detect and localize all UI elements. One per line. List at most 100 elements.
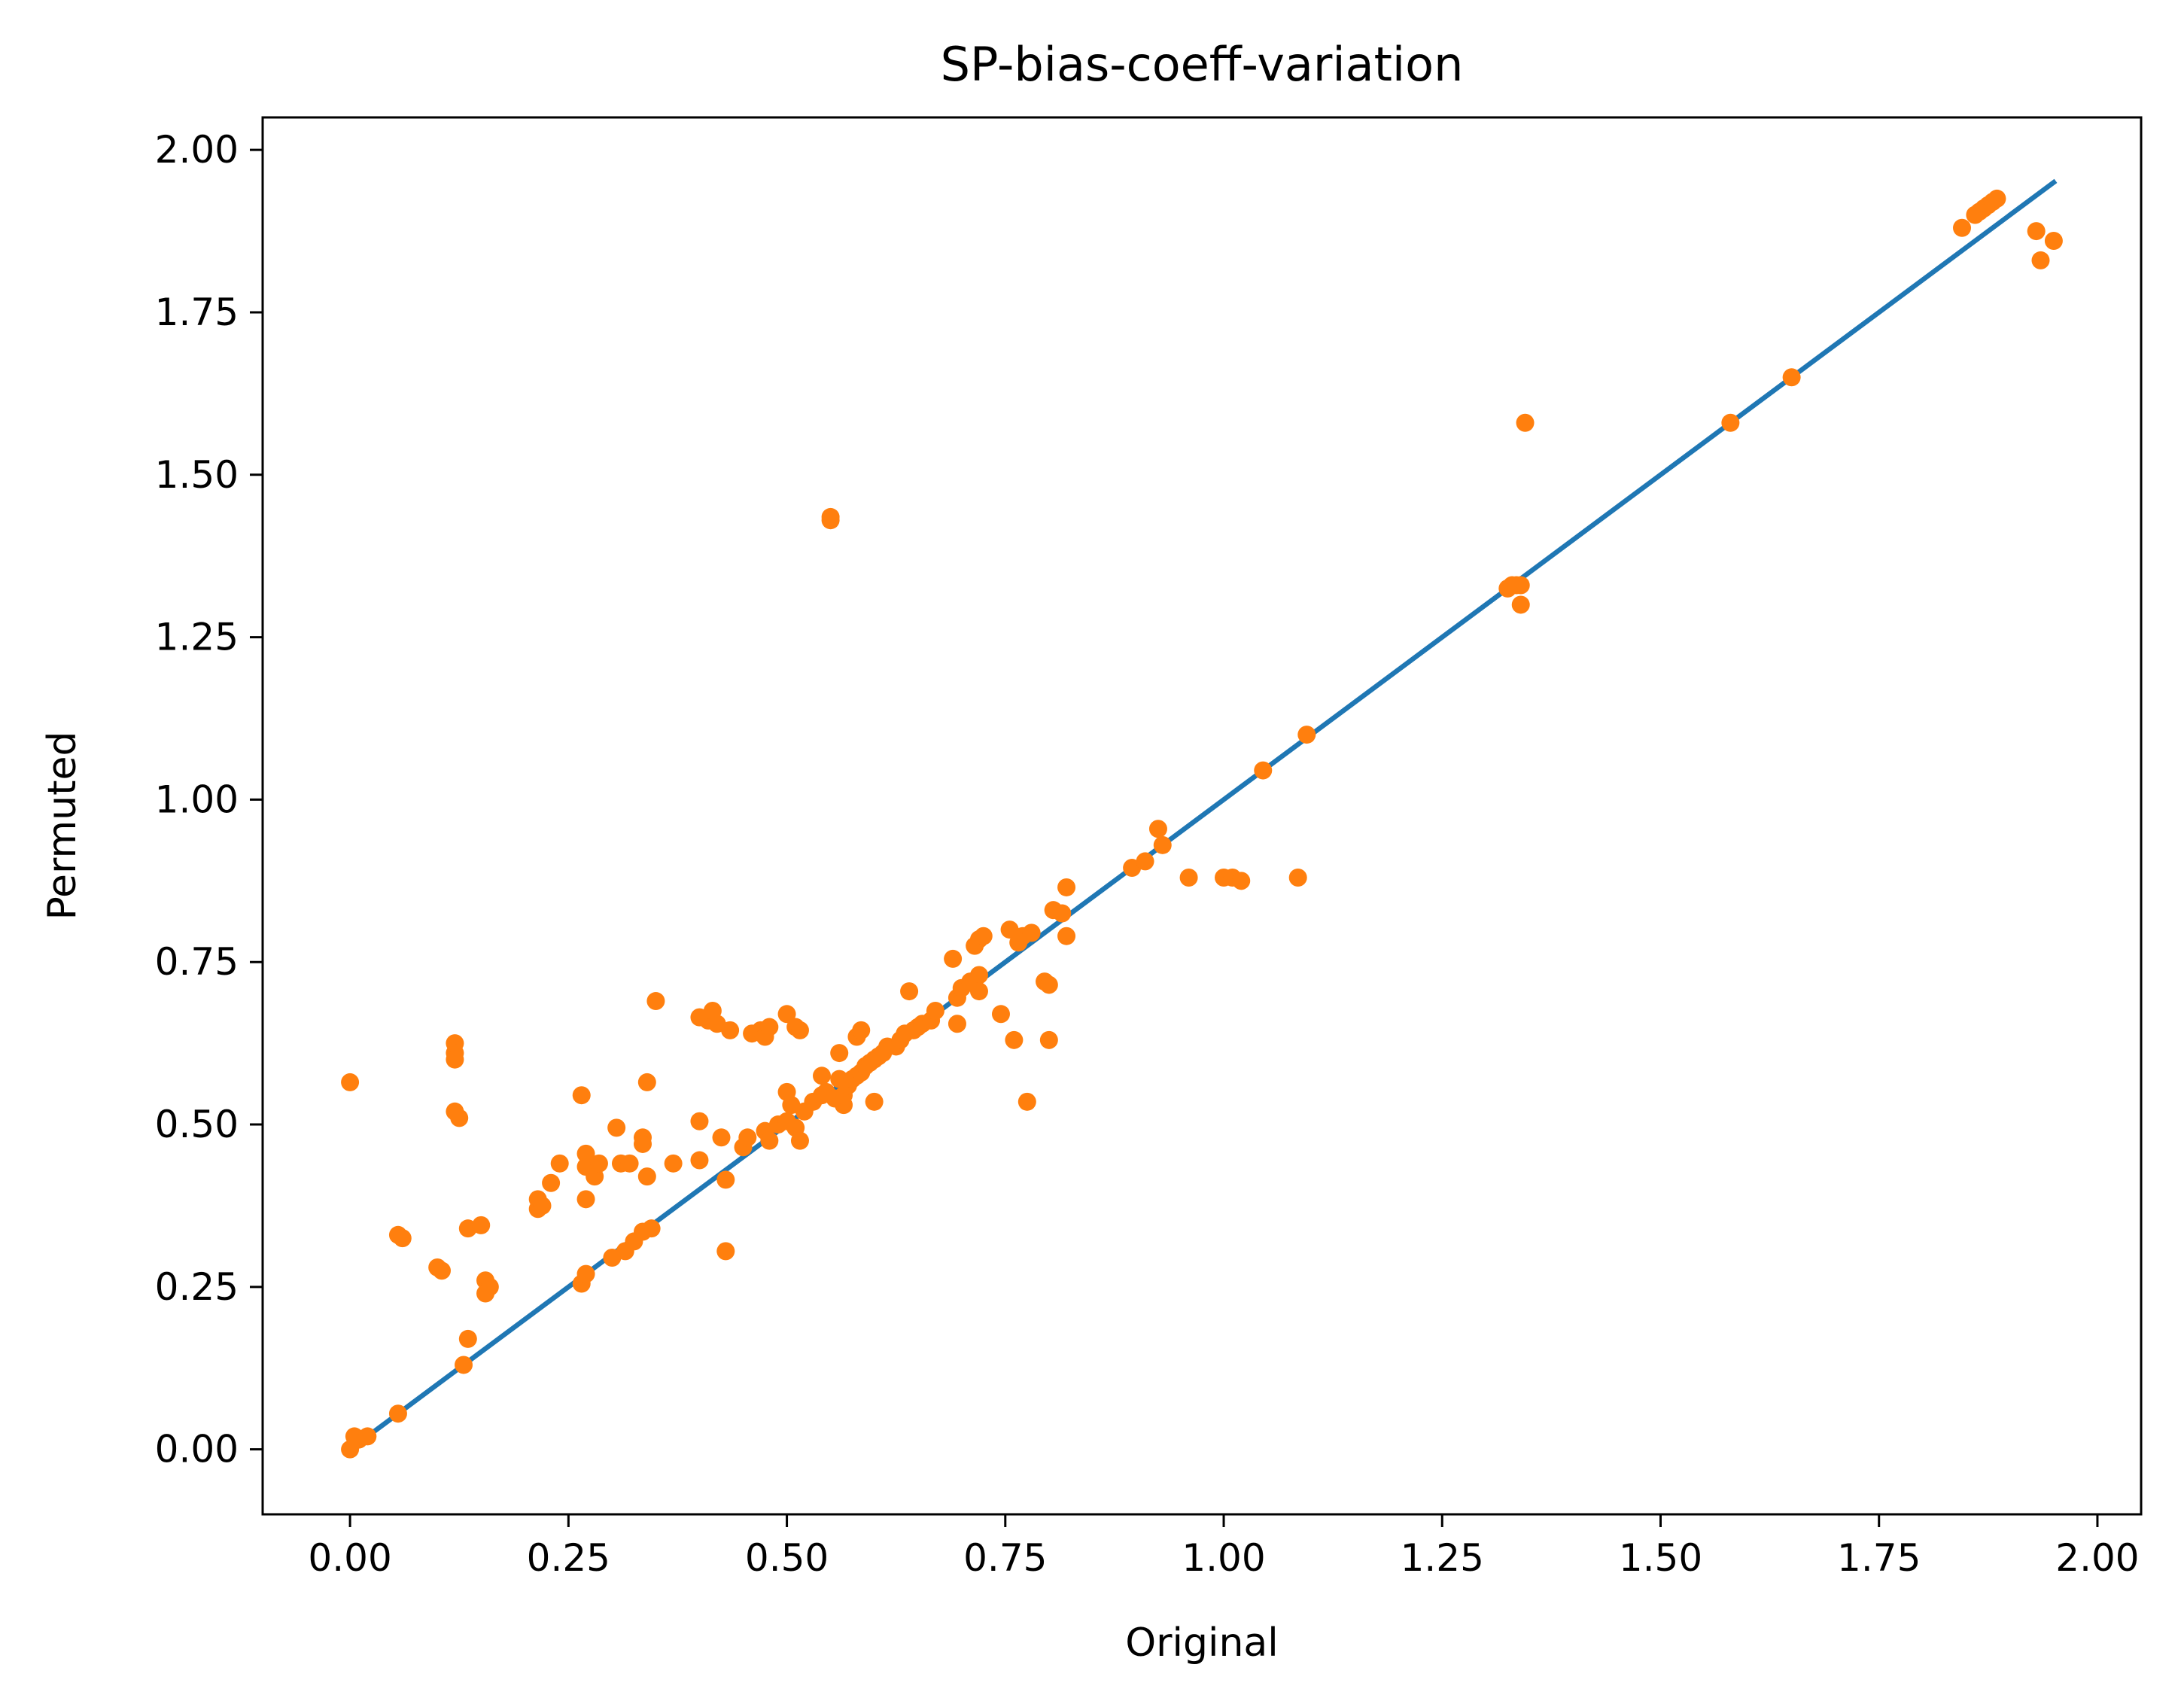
data-point bbox=[690, 1112, 709, 1130]
data-point bbox=[450, 1109, 469, 1127]
data-point bbox=[738, 1128, 757, 1147]
data-point bbox=[974, 927, 993, 945]
data-point bbox=[480, 1277, 499, 1296]
data-point bbox=[576, 1264, 595, 1283]
data-point bbox=[455, 1356, 473, 1374]
data-point bbox=[1039, 975, 1058, 994]
data-point bbox=[576, 1144, 595, 1163]
x-tick-label: 2.00 bbox=[2055, 1536, 2139, 1580]
data-point bbox=[1022, 924, 1041, 942]
data-point bbox=[2031, 251, 2050, 269]
data-point bbox=[1782, 368, 1801, 387]
data-point bbox=[1721, 413, 1740, 432]
y-axis-label: Permuted bbox=[40, 732, 85, 920]
x-tick-label: 0.50 bbox=[745, 1536, 829, 1580]
y-tick-label: 0.25 bbox=[155, 1265, 239, 1309]
axes-frame bbox=[261, 116, 2143, 1516]
data-point bbox=[634, 1134, 652, 1153]
data-point bbox=[1516, 413, 1535, 432]
data-point bbox=[432, 1261, 451, 1280]
data-point bbox=[969, 982, 988, 1001]
x-tick-label: 1.50 bbox=[1619, 1536, 1702, 1580]
chart-title: SP-bias-coeff-variation bbox=[941, 37, 1464, 92]
data-point bbox=[830, 1044, 849, 1063]
data-point bbox=[341, 1073, 360, 1091]
data-point bbox=[790, 1021, 809, 1039]
x-tick-label: 1.75 bbox=[1837, 1536, 1921, 1580]
data-point bbox=[589, 1154, 608, 1173]
data-point bbox=[542, 1173, 561, 1192]
data-point bbox=[1511, 595, 1530, 614]
data-point bbox=[1057, 878, 1076, 896]
y-tick-label: 1.50 bbox=[155, 453, 239, 497]
data-point bbox=[388, 1404, 407, 1423]
data-point bbox=[812, 1067, 831, 1085]
y-tick-label: 1.25 bbox=[155, 616, 239, 659]
data-point bbox=[642, 1219, 661, 1238]
data-point bbox=[2044, 232, 2063, 251]
x-tick-label: 0.25 bbox=[527, 1536, 610, 1580]
data-point bbox=[926, 1001, 944, 1020]
data-point bbox=[900, 982, 919, 1001]
data-point bbox=[948, 1015, 966, 1033]
data-point bbox=[620, 1154, 639, 1173]
data-point bbox=[2027, 222, 2046, 241]
data-point bbox=[393, 1229, 412, 1248]
data-point bbox=[1005, 1030, 1024, 1049]
data-point bbox=[607, 1118, 626, 1137]
data-point bbox=[1153, 835, 1172, 854]
data-point bbox=[576, 1190, 595, 1209]
data-point bbox=[760, 1131, 779, 1150]
data-point bbox=[716, 1242, 735, 1261]
data-point bbox=[1179, 869, 1198, 887]
data-point bbox=[646, 992, 665, 1011]
data-point bbox=[1053, 904, 1072, 923]
data-point bbox=[1254, 761, 1273, 780]
data-point bbox=[777, 1005, 796, 1024]
data-point bbox=[852, 1021, 871, 1039]
data-point bbox=[760, 1018, 779, 1036]
data-point bbox=[1039, 1030, 1058, 1049]
data-point bbox=[1988, 189, 2006, 208]
y-tick-label: 2.00 bbox=[155, 128, 239, 172]
x-tick-label: 0.00 bbox=[308, 1536, 391, 1580]
data-point bbox=[358, 1427, 377, 1446]
data-point bbox=[1017, 1092, 1036, 1111]
data-point bbox=[533, 1196, 552, 1215]
x-axis-label: Original bbox=[1125, 1620, 1278, 1666]
data-point bbox=[1136, 852, 1154, 871]
data-point bbox=[716, 1170, 735, 1189]
data-point bbox=[458, 1329, 477, 1348]
data-point bbox=[1148, 820, 1167, 838]
data-point bbox=[1297, 726, 1316, 744]
data-point bbox=[944, 949, 963, 968]
data-point bbox=[637, 1073, 656, 1091]
x-tick-label: 1.25 bbox=[1401, 1536, 1484, 1580]
y-tick-label: 1.75 bbox=[155, 291, 239, 334]
data-point bbox=[446, 1050, 464, 1069]
x-tick-label: 0.75 bbox=[963, 1536, 1047, 1580]
data-point bbox=[690, 1151, 709, 1170]
data-point bbox=[721, 1021, 740, 1039]
data-point bbox=[969, 966, 988, 984]
data-point bbox=[472, 1216, 491, 1234]
plot-area: 0.00 0.25 0.50 0.75 1.00 1.25 1.50 1.75 2.00 0.00… bbox=[155, 116, 2143, 1580]
data-point bbox=[572, 1086, 591, 1105]
y-tick-label: 0.50 bbox=[155, 1103, 239, 1146]
data-point bbox=[790, 1131, 809, 1150]
data-point bbox=[1232, 872, 1251, 890]
y-tick-label: 1.00 bbox=[155, 777, 239, 821]
data-point bbox=[1953, 218, 1972, 237]
data-point bbox=[712, 1128, 731, 1147]
data-point bbox=[865, 1092, 884, 1111]
y-tick-label: 0.00 bbox=[155, 1428, 239, 1471]
data-point bbox=[991, 1005, 1010, 1024]
data-point bbox=[637, 1167, 656, 1186]
data-point bbox=[821, 507, 840, 526]
data-point bbox=[664, 1154, 683, 1173]
data-point bbox=[1057, 927, 1076, 945]
data-point bbox=[550, 1154, 569, 1173]
y-tick-label: 0.75 bbox=[155, 940, 239, 984]
